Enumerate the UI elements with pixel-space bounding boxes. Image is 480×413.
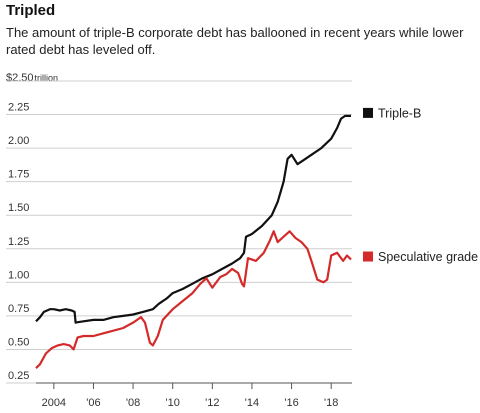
gridlines: 2.25 2.00 1.75 1.50 1.25 1.00 0.75 0.50 0.25 (6, 80, 352, 384)
y-tick-label: 2.00 (8, 135, 29, 147)
legend: Triple-B Speculative grade (363, 106, 478, 264)
y-tick-label: 1.00 (8, 269, 29, 281)
x-tick-label: '06 (86, 397, 100, 409)
x-tick-label: 2004 (42, 397, 66, 409)
y-axis-unit: trillion (34, 73, 59, 83)
legend-swatch-speculative-grade (363, 251, 373, 262)
x-tick-label: '10 (166, 397, 180, 409)
y-tick-label: 2.25 (8, 102, 29, 114)
legend-label-speculative-grade: Speculative grade (378, 250, 478, 264)
legend-label-triple-b: Triple-B (378, 106, 421, 120)
y-tick-label: 1.75 (8, 169, 29, 181)
x-tick-label: '16 (284, 397, 298, 409)
y-tick-label: 0.25 (8, 370, 29, 382)
legend-swatch-triple-b (363, 107, 373, 118)
x-tick-label: '14 (245, 397, 259, 409)
chart-title: Tripled (6, 2, 56, 19)
y-tick-label: 0.75 (8, 303, 29, 315)
y-tick-label: 1.50 (8, 202, 29, 214)
series-line-triple-b (35, 114, 351, 324)
y-tick-label: 0.50 (8, 336, 29, 348)
x-tick-label: '12 (205, 397, 219, 409)
x-tick-label: '18 (324, 397, 338, 409)
x-axis: 2004 '06 '08 '10 '12 '14 '16 '18 (36, 382, 352, 409)
y-tick-label: 1.25 (8, 236, 29, 248)
x-tick-label: '08 (126, 397, 140, 409)
series-lines (35, 114, 352, 369)
series-line-speculative-grade (35, 230, 352, 369)
chart-subtitle: The amount of triple-B corporate debt ha… (6, 25, 464, 57)
